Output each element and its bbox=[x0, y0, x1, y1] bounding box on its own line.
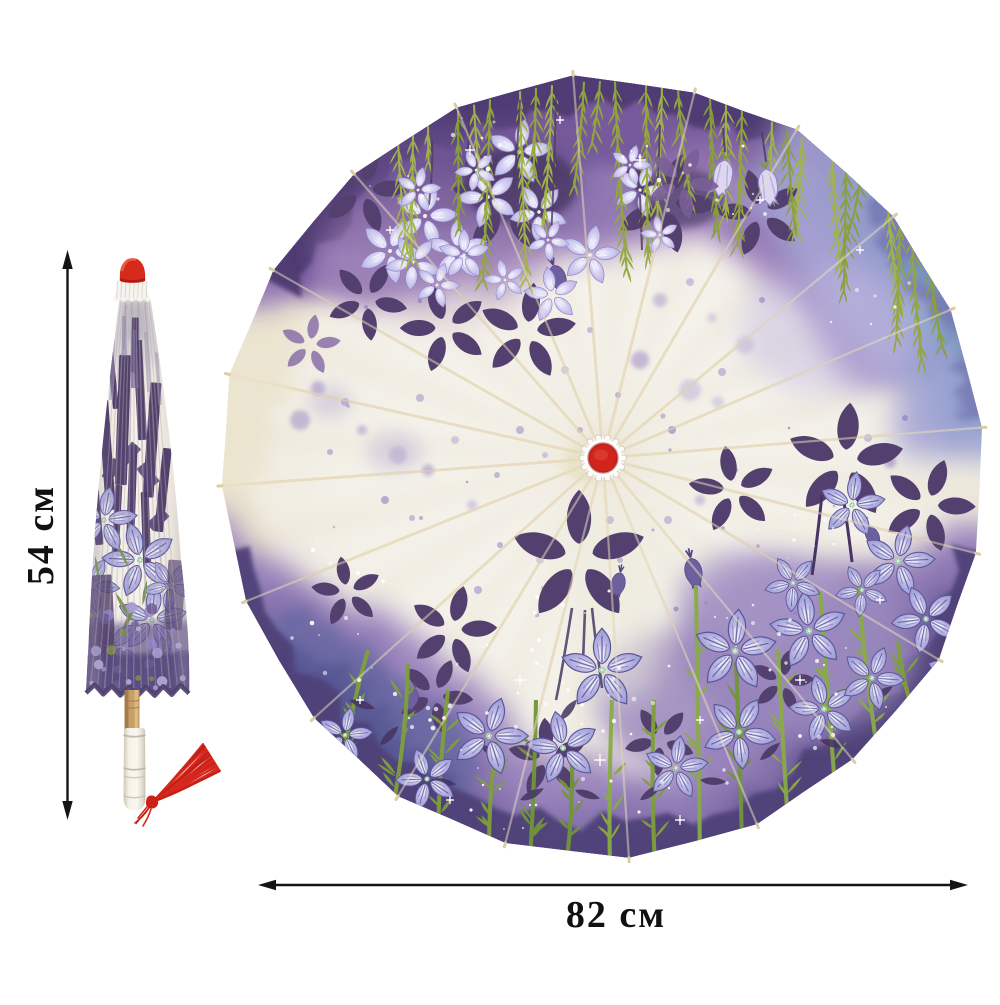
svg-text:54 см: 54 см bbox=[20, 485, 62, 585]
svg-text:82 см: 82 см bbox=[566, 894, 666, 936]
